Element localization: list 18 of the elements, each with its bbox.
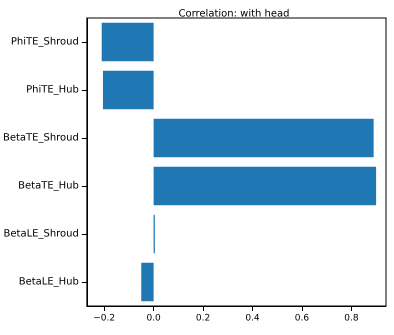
bar [141, 262, 154, 302]
bar [102, 22, 154, 62]
x-tick-label: 0.8 [344, 314, 359, 324]
y-tick-label: BetaLE_Shroud [4, 228, 79, 240]
x-tick-label: 0.2 [196, 314, 210, 324]
x-tick-label: −0.2 [93, 314, 116, 324]
bar [154, 118, 374, 158]
chart-title: Correlation: with head [178, 8, 290, 20]
x-tick-label: 0.4 [245, 314, 260, 324]
y-tick-label: BetaTE_Shroud [2, 132, 79, 144]
x-tick-label: 0.6 [294, 314, 310, 324]
y-tick-label: PhiTE_Hub [26, 84, 79, 96]
y-tick-label: BetaLE_Hub [18, 276, 79, 288]
y-tick-label: BetaTE_Hub [18, 180, 79, 192]
bar [154, 166, 376, 206]
bar [102, 70, 154, 110]
y-tick-label: PhiTE_Shroud [10, 36, 79, 48]
x-tick-label: 0.0 [146, 314, 162, 324]
